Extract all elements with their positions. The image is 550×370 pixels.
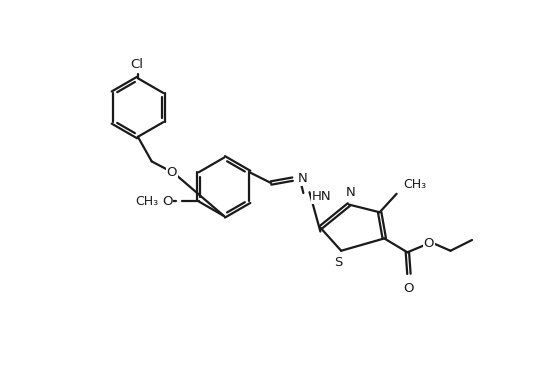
Text: N: N [298, 172, 307, 185]
Text: O: O [162, 195, 173, 208]
Text: CH₃: CH₃ [136, 195, 159, 208]
Text: O: O [167, 166, 177, 179]
Text: N: N [345, 186, 355, 199]
Text: O: O [404, 282, 414, 295]
Text: S: S [334, 256, 342, 269]
Text: CH₃: CH₃ [403, 178, 426, 191]
Text: HN: HN [312, 190, 332, 204]
Text: O: O [424, 236, 434, 249]
Text: Cl: Cl [130, 58, 143, 71]
